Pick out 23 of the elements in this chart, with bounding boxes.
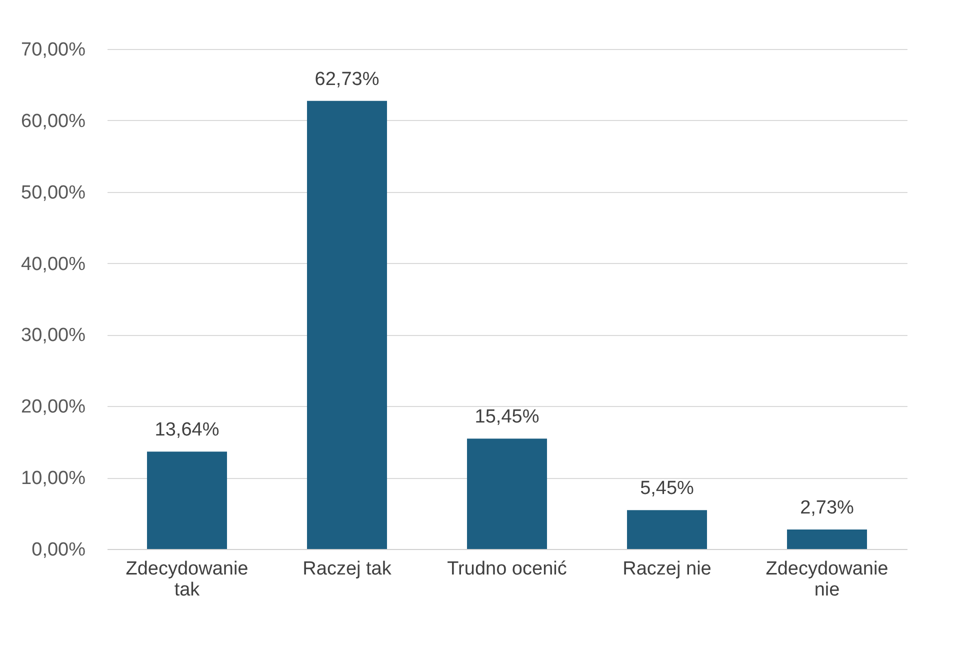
bar [307,100,387,549]
data-label: 2,73% [800,498,854,518]
y-tick-label: 40,00% [21,254,86,275]
y-tick-label: 30,00% [21,325,86,346]
y-tick-label: 20,00% [21,396,86,418]
bar [147,452,227,549]
x-tick-label: Trudno ocenić [447,558,567,580]
y-tick-label: 0,00% [32,540,86,560]
x-tick-label: Zdecydowanie nie [766,558,888,600]
x-tick-label: Zdecydowanie tak [126,558,248,600]
data-label: 13,64% [154,420,220,441]
data-label: 15,45% [474,406,540,428]
y-tick-label: 70,00% [21,40,86,60]
x-tick-label: Raczej tak [302,558,392,580]
data-label: 5,45% [640,478,694,500]
y-tick-label: 10,00% [21,468,86,490]
x-tick-label: Raczej nie [622,558,712,580]
y-tick-label: 60,00% [21,110,86,132]
y-tick-label: 50,00% [21,182,86,204]
bar [787,530,867,549]
bar [627,510,707,549]
data-label: 62,73% [314,68,380,90]
bar [467,438,547,549]
